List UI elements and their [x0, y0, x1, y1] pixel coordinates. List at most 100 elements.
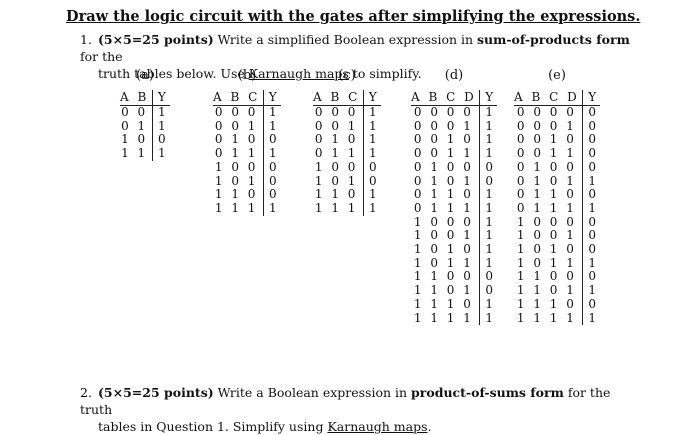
- table-row: 1 0 0 0: [313, 159, 381, 175]
- output-value: 0: [582, 229, 601, 244]
- output-value: 1: [479, 119, 498, 134]
- input-values: 0 1 1 1: [516, 200, 577, 215]
- input-values: 1 1 0 0: [516, 269, 577, 284]
- output-value: 1: [362, 133, 381, 148]
- question-text-part: for the: [80, 49, 123, 64]
- input-values: 1 1 1 0: [413, 296, 474, 311]
- table-row: 0 1 0 1 1: [514, 173, 601, 189]
- table-row: 0 0 1 0 1: [411, 132, 498, 148]
- output-value: 1: [262, 146, 281, 161]
- table-row: 0 0 1 1 1: [411, 146, 498, 161]
- table-row: 0 0 0 1: [213, 105, 281, 120]
- emphasis-text: sum-of-products form: [477, 32, 630, 47]
- input-values: 0 0 1 0: [516, 132, 577, 147]
- output-value: 0: [582, 146, 601, 161]
- output-value: 1: [582, 174, 601, 189]
- input-values: 1 0 0 1: [516, 228, 577, 243]
- input-values: 0 0 1: [314, 118, 358, 133]
- question-text-line2: truth tables below. Use Karnaugh maps to…: [98, 65, 640, 82]
- input-values: 1 1 0 1: [413, 283, 474, 298]
- table-row: 1 1 1 0 0: [514, 296, 601, 312]
- output-value: 0: [479, 270, 498, 285]
- output-value: 0: [262, 160, 281, 175]
- table-row: 0 1 0 1 0: [411, 174, 498, 189]
- output-value: 1: [262, 119, 281, 134]
- input-values: 1 1 0: [214, 187, 258, 202]
- input-values: 0 1 0 0: [413, 159, 474, 174]
- input-values: 1 1: [121, 146, 148, 161]
- question-1: 1. (5×5=25 points) Write a simplified Bo…: [80, 31, 640, 82]
- emphasis-text: product-of-sums form: [411, 385, 564, 400]
- output-value: 0: [362, 160, 381, 175]
- input-header: A B: [120, 90, 153, 106]
- table-row: 1 0 1 0: [313, 173, 381, 189]
- input-values: 1 0 1 1: [413, 255, 474, 270]
- output-value: 0: [582, 105, 601, 120]
- table-row: 1 1 0 1 0: [411, 283, 498, 298]
- output-value: 0: [582, 270, 601, 285]
- table-row: 0 1 0 0 0: [411, 159, 498, 175]
- table-row: 0 1 0 0: [213, 133, 281, 148]
- question-text-part: truth tables below. Use: [98, 66, 249, 81]
- output-value: 1: [151, 146, 170, 161]
- input-values: 1 1 1 0: [516, 296, 577, 311]
- table-row: 1 1 0 1 1: [514, 283, 601, 298]
- table-row: 1 0 0 0: [213, 160, 281, 175]
- table-label: (c): [338, 68, 356, 83]
- input-values: 1 1 0: [314, 187, 358, 202]
- table-row: 0 1 1 1 1: [411, 200, 498, 216]
- output-header: Y: [362, 90, 381, 106]
- input-header: A B C D: [514, 90, 583, 106]
- table-row: 1 1 0 1: [313, 188, 381, 202]
- table-row: 0 0 0 0 1: [411, 105, 498, 120]
- output-value: 0: [582, 215, 601, 230]
- page-title: Draw the logic circuit with the gates af…: [66, 8, 641, 25]
- output-value: 0: [582, 119, 601, 134]
- output-value: 0: [151, 133, 170, 148]
- table-row: 0 1 1 0 1: [411, 188, 498, 202]
- input-values: 1 1 0 0: [413, 269, 474, 284]
- input-values: 1 1 1: [314, 200, 358, 215]
- output-value: 0: [479, 160, 498, 175]
- table-row: 0 1 1 0 0: [514, 187, 601, 202]
- points-label: (5×5=25 points): [98, 385, 214, 400]
- input-values: 0 0 0 1: [516, 118, 577, 133]
- input-values: 0 0 1 0: [413, 132, 474, 147]
- output-header: Y: [479, 90, 498, 106]
- table-row: 0 1 0 0 0: [514, 160, 601, 175]
- output-value: 0: [262, 133, 281, 148]
- table-row: 0 0 1 1: [313, 118, 381, 134]
- question-number: 2.: [80, 385, 92, 400]
- input-values: 0 1 0 1: [516, 173, 577, 188]
- input-values: 1 1 1 1: [413, 310, 474, 325]
- input-values: 0 1 1 1: [413, 200, 474, 215]
- output-value: 1: [262, 201, 281, 216]
- points-label: (5×5=25 points): [98, 32, 214, 47]
- table-row: 1 0 0 0 1: [411, 214, 498, 230]
- input-values: 0 0 0 0: [516, 105, 577, 119]
- output-value: 1: [151, 119, 170, 134]
- table-label: (e): [548, 68, 566, 83]
- output-value: 1: [479, 201, 498, 216]
- output-value: 1: [362, 146, 381, 161]
- input-values: 1 0 0: [314, 159, 358, 174]
- input-values: 1 0: [121, 132, 148, 147]
- input-values: 1 0 1 1: [516, 255, 577, 270]
- table-row: 1 0 1 0: [213, 174, 281, 189]
- output-header: Y: [582, 90, 601, 106]
- output-value: 1: [151, 105, 170, 120]
- output-value: 1: [362, 188, 381, 202]
- input-values: 1 0 0 0: [413, 214, 474, 229]
- table-row: 0 0 0 1: [313, 105, 381, 120]
- output-value: 1: [479, 256, 498, 271]
- input-values: 0 0 1 1: [516, 146, 577, 161]
- input-values: 0 1 1 0: [516, 187, 577, 202]
- input-header: A B C D: [411, 90, 480, 106]
- input-values: 1 0 1: [314, 173, 358, 188]
